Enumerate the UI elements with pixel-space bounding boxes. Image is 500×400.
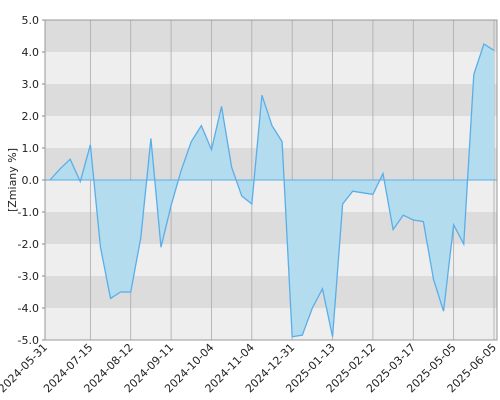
plot-border xyxy=(44,19,498,341)
band xyxy=(45,52,497,84)
y-tick-label: -4.0 xyxy=(18,302,39,315)
y-tick-label: 0.0 xyxy=(22,174,40,187)
y-tick-label: 3.0 xyxy=(22,78,40,91)
y-tick-label: -5.0 xyxy=(18,334,39,347)
y-axis-label: [Zmiany %] xyxy=(6,148,19,212)
band xyxy=(45,308,497,340)
band xyxy=(45,84,497,116)
y-tick-label: -2.0 xyxy=(18,238,39,251)
y-tick-label: 4.0 xyxy=(22,46,40,59)
y-tick-label: 5.0 xyxy=(22,14,40,27)
y-tick-label: -3.0 xyxy=(18,270,39,283)
band xyxy=(45,20,497,52)
area xyxy=(50,44,494,337)
y-tick-label: 2.0 xyxy=(22,110,40,123)
y-tick-label: -1.0 xyxy=(18,206,39,219)
y-tick-label: 1.0 xyxy=(22,142,40,155)
line xyxy=(49,43,495,338)
